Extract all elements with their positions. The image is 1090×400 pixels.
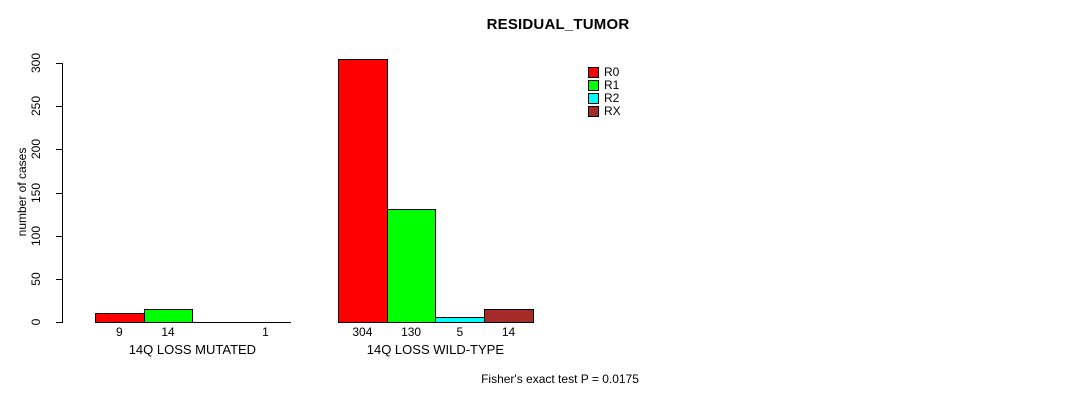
legend-swatch-rx xyxy=(588,106,599,117)
y-tick-label: 250 xyxy=(29,96,43,117)
legend-swatch-r1 xyxy=(588,80,599,91)
bar-value-label: 1 xyxy=(262,325,269,339)
y-tick-label: 0 xyxy=(29,318,43,326)
bar-r2 xyxy=(435,316,486,323)
y-tick-mark xyxy=(56,149,62,151)
bar-value-label: 14 xyxy=(161,325,175,339)
bar-value-label: 5 xyxy=(456,325,464,339)
bar-value-label: 14 xyxy=(501,325,516,339)
y-tick-label: 150 xyxy=(29,182,43,203)
bar-r0 xyxy=(95,313,145,323)
legend-item-rx: RX xyxy=(588,105,621,118)
legend-label: R0 xyxy=(604,65,620,79)
bar-value-label: 304 xyxy=(352,325,373,339)
x-category-label: 14Q LOSS MUTATED xyxy=(128,342,257,357)
legend: R0 R1 R2 RX xyxy=(588,66,621,118)
chart-title: RESIDUAL_TUMOR xyxy=(486,16,630,33)
y-tick-mark xyxy=(56,322,62,323)
x-category-label: 14Q LOSS WILD-TYPE xyxy=(366,342,505,357)
y-tick-mark xyxy=(56,192,62,194)
y-tick-mark xyxy=(56,106,62,108)
legend-item-r2: R2 xyxy=(588,92,621,105)
annotation-fisher-test: Fisher's exact test P = 0.0175 xyxy=(481,372,639,386)
bar-value-label: 130 xyxy=(401,325,422,339)
bar-rx xyxy=(484,308,534,323)
y-tick-label: 100 xyxy=(29,225,43,246)
y-axis-line xyxy=(62,63,63,323)
legend-swatch-r2 xyxy=(588,93,599,104)
legend-item-r0: R0 xyxy=(588,66,621,79)
y-tick-label: 300 xyxy=(29,52,43,74)
bar-r0 xyxy=(338,58,388,323)
legend-swatch-r0 xyxy=(588,67,599,78)
bar-r1 xyxy=(386,208,437,323)
y-tick-mark xyxy=(56,235,62,237)
y-tick-label: 50 xyxy=(29,272,43,286)
legend-label: RX xyxy=(604,104,621,118)
legend-item-r1: R1 xyxy=(588,79,621,92)
y-tick-mark xyxy=(56,278,62,280)
legend-label: R2 xyxy=(604,91,620,105)
bar-r1 xyxy=(143,308,194,323)
bar-value-label: 9 xyxy=(115,325,123,339)
y-axis-label: number of cases xyxy=(15,147,29,237)
y-tick-mark xyxy=(56,63,62,64)
legend-label: R1 xyxy=(604,78,620,92)
y-tick-label: 200 xyxy=(29,139,43,160)
